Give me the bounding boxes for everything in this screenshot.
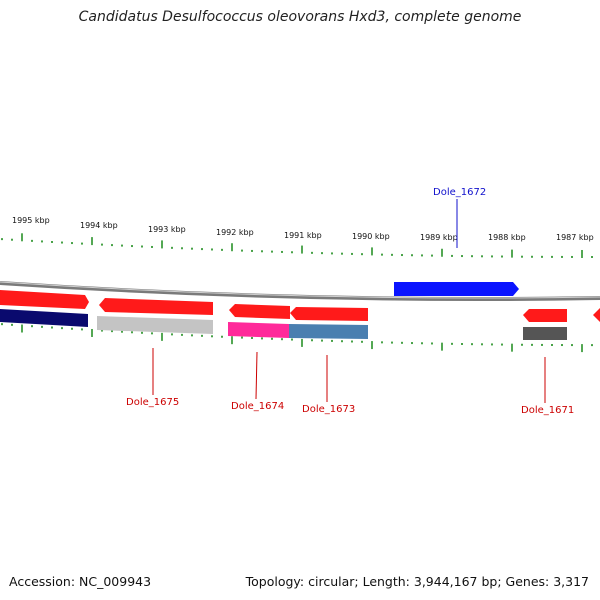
kbp-label: 1991 kbp [284, 231, 322, 240]
gene-label-dole-1674[interactable]: Dole_1674 [231, 401, 284, 412]
inner-tick-ring [1, 323, 593, 353]
gene-label-dole-1671[interactable]: Dole_1671 [521, 405, 574, 416]
gene-label-dole-1673[interactable]: Dole_1673 [302, 404, 355, 415]
gene-arrow[interactable] [99, 298, 213, 315]
kbp-label: 1994 kbp [80, 221, 118, 230]
gene-block[interactable] [228, 322, 289, 338]
kbp-ruler: 1995 kbp 1994 kbp 1993 kbp 1992 kbp 1991… [12, 216, 594, 242]
gene-leaders [152, 199, 546, 403]
kbp-label: 1987 kbp [556, 233, 594, 242]
gene-arrow[interactable] [0, 290, 89, 309]
kbp-label: 1990 kbp [352, 232, 390, 241]
genome-backbone [0, 281, 600, 301]
gene-block[interactable] [97, 316, 213, 334]
kbp-label: 1995 kbp [12, 216, 50, 225]
gene-block[interactable] [0, 309, 88, 327]
gene-label-group: Dole_1675 Dole_1674 Dole_1673 Dole_1672 … [126, 187, 574, 416]
gene-arrow[interactable] [593, 308, 600, 322]
gene-track-forward [0, 282, 600, 322]
gene-block[interactable] [523, 327, 567, 340]
kbp-label: 1988 kbp [488, 233, 526, 242]
gene-arrow[interactable] [229, 304, 290, 319]
gene-arrow[interactable] [290, 307, 368, 321]
gene-block[interactable] [289, 324, 368, 339]
genome-title: Candidatus Desulfococcus oleovorans Hxd3… [78, 9, 522, 25]
gene-track-reverse [0, 309, 567, 340]
kbp-label: 1993 kbp [148, 225, 186, 234]
gene-label-dole-1672[interactable]: Dole_1672 [433, 187, 486, 198]
gene-arrow[interactable] [394, 282, 519, 296]
kbp-label: 1989 kbp [420, 233, 458, 242]
topology-text: Topology: circular; Length: 3,944,167 bp… [245, 574, 589, 589]
outer-tick-ring [1, 233, 593, 258]
gene-arrow[interactable] [523, 309, 567, 322]
accession-text: Accession: NC_009943 [9, 574, 152, 589]
kbp-label: 1992 kbp [216, 228, 254, 237]
gene-label-dole-1675[interactable]: Dole_1675 [126, 397, 179, 408]
